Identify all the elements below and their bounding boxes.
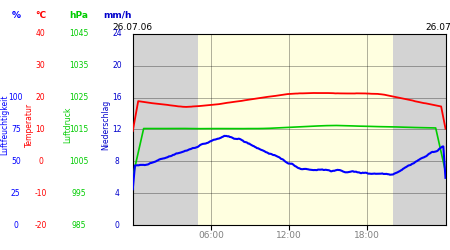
Text: -20: -20	[34, 220, 47, 230]
Text: 4: 4	[115, 188, 119, 198]
Text: 20: 20	[112, 61, 122, 70]
Text: 24: 24	[112, 29, 122, 38]
Text: 40: 40	[36, 29, 45, 38]
Text: 100: 100	[9, 93, 23, 102]
Text: 20: 20	[36, 93, 45, 102]
Text: 1025: 1025	[69, 93, 88, 102]
Text: 30: 30	[36, 61, 45, 70]
Text: 16: 16	[112, 93, 122, 102]
Text: 1035: 1035	[69, 61, 89, 70]
Text: %: %	[11, 11, 20, 20]
Text: 995: 995	[72, 188, 86, 198]
Text: 0: 0	[115, 220, 119, 230]
Text: 10: 10	[36, 125, 45, 134]
Text: Luftfeuchtigkeit: Luftfeuchtigkeit	[0, 95, 9, 155]
Text: 0: 0	[38, 157, 43, 166]
Text: hPa: hPa	[69, 11, 88, 20]
Text: Luftdruck: Luftdruck	[63, 107, 72, 143]
Text: -10: -10	[34, 188, 47, 198]
Text: Niederschlag: Niederschlag	[101, 100, 110, 150]
Text: 0: 0	[14, 220, 18, 230]
Text: 1015: 1015	[69, 125, 88, 134]
Text: Temperatur: Temperatur	[25, 103, 34, 147]
Text: 75: 75	[11, 125, 21, 134]
Text: 985: 985	[72, 220, 86, 230]
Bar	[393, 34, 446, 225]
Text: °C: °C	[35, 11, 46, 20]
Bar	[133, 34, 198, 225]
Text: mm/h: mm/h	[103, 11, 131, 20]
Text: 12: 12	[112, 125, 122, 134]
Text: 8: 8	[115, 157, 119, 166]
Bar	[198, 34, 393, 225]
Text: 1045: 1045	[69, 29, 89, 38]
Text: 50: 50	[11, 157, 21, 166]
Text: 1005: 1005	[69, 157, 89, 166]
Text: 25: 25	[11, 188, 21, 198]
